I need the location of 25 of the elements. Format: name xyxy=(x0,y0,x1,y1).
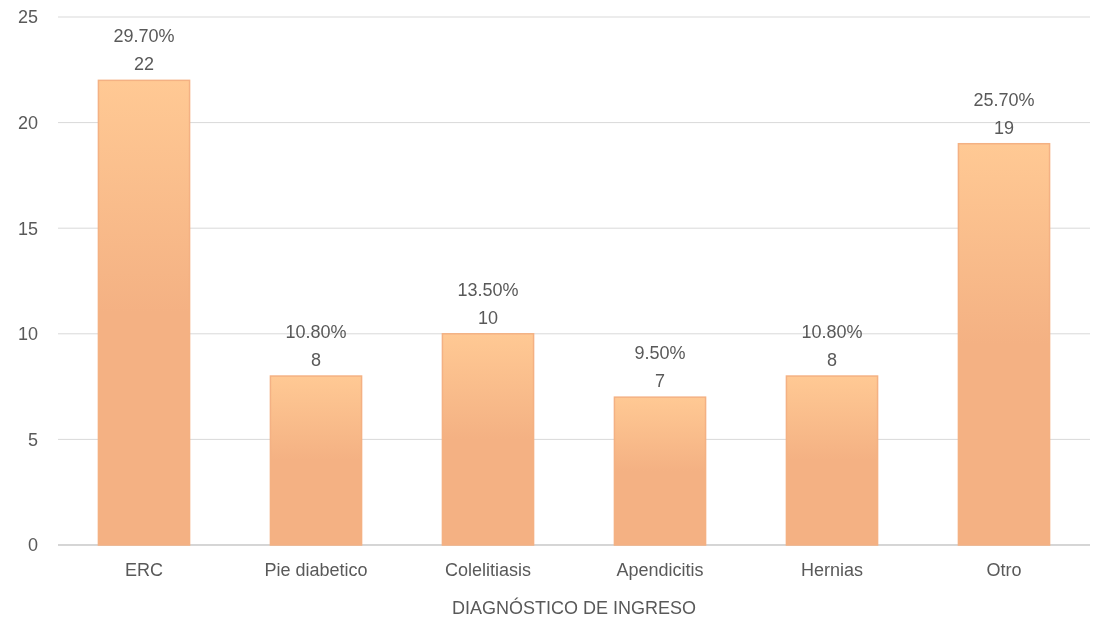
data-label: 10.80% 8 xyxy=(801,322,863,371)
data-label: 10.80% 8 xyxy=(285,322,347,371)
y-tick-label: 20 xyxy=(17,112,38,133)
x-tick-label: Otro xyxy=(986,560,1022,580)
data-label: 25.70% 19 xyxy=(973,89,1035,138)
x-tick-label: Hernias xyxy=(800,560,864,580)
y-tick-label: 10 xyxy=(17,324,38,345)
x-tick-label: Colelitiasis xyxy=(444,560,532,580)
bar xyxy=(269,375,363,546)
bar xyxy=(957,142,1051,546)
bar xyxy=(785,375,879,546)
y-tick-label: 15 xyxy=(17,218,38,239)
data-label: 29.70% 22 xyxy=(113,26,175,75)
y-tick-label: 5 xyxy=(27,429,38,450)
x-tick-label: Pie diabetico xyxy=(264,560,368,580)
data-label: 13.50% 10 xyxy=(457,279,519,328)
bar xyxy=(97,79,191,546)
y-tick-label: 25 xyxy=(17,7,38,28)
x-axis-title: DIAGNÓSTICO DE INGRESO xyxy=(451,597,697,618)
y-tick-label: 0 xyxy=(27,535,38,556)
data-label: 9.50% 7 xyxy=(634,343,686,392)
bar xyxy=(613,396,707,546)
x-tick-label: Apendicitis xyxy=(616,560,704,580)
x-tick-label: ERC xyxy=(124,560,164,580)
bar xyxy=(441,333,535,546)
